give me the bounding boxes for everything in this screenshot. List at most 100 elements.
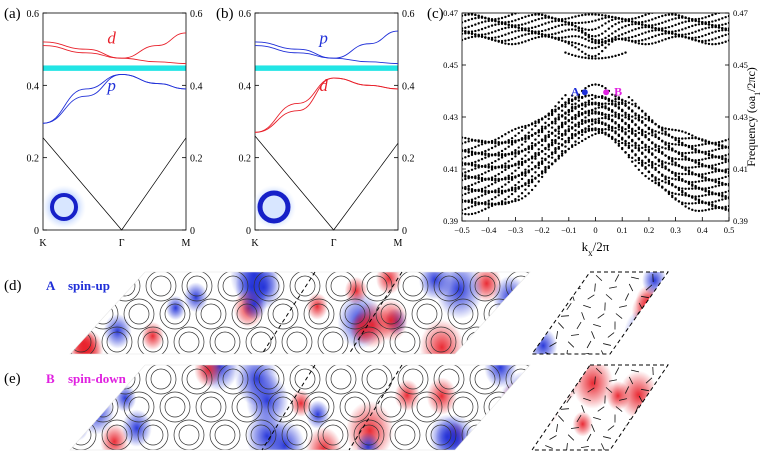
poynting-arrow: [594, 376, 596, 385]
poynting-arrow: [556, 330, 558, 340]
poynting-arrow: [605, 387, 613, 393]
y-tick-label: 0.41: [443, 164, 458, 174]
field-blob: [468, 334, 490, 354]
rod-outline: [330, 368, 352, 390]
rod-outline: [466, 331, 488, 353]
poynting-arrow: [560, 408, 570, 410]
poynting-arrow: [605, 294, 613, 300]
panel-b: (b) 0 0 0.2 0.2 0.4 0.4 0.6 0.6 K Γ Mp d: [216, 6, 415, 249]
field-blob: [70, 413, 89, 441]
poynting-arrow: [645, 377, 653, 384]
x-tick-label: 0.2: [644, 225, 655, 235]
band-gap: [255, 65, 398, 71]
x-tick-label: 0.4: [697, 225, 708, 235]
poynting-arrow: [615, 406, 623, 412]
field-blob: [356, 432, 380, 450]
y-tick-label: 0.6: [27, 9, 40, 20]
poynting-arrow: [524, 322, 526, 330]
rod-outline: [358, 331, 380, 353]
field-row-e-point: B: [46, 371, 55, 386]
x-tick-label: Γ: [119, 238, 125, 249]
rod-outline: [469, 272, 501, 302]
band-dots: [462, 13, 729, 216]
rod-outline: [447, 298, 479, 330]
rod-outline: [366, 275, 388, 297]
poynting-arrow: [557, 415, 565, 422]
rod-outline: [438, 275, 460, 297]
poynting-arrow: [625, 425, 633, 431]
band-line: [42, 74, 187, 124]
field-map-e: [70, 365, 530, 450]
rod-outline: [181, 272, 213, 302]
rod-outline: [178, 331, 200, 353]
field-blob: [426, 377, 457, 415]
band-label: p: [318, 29, 328, 48]
poynting-arrow: [631, 276, 639, 280]
poynting-arrow: [532, 406, 533, 412]
rod-outline: [389, 419, 421, 450]
poynting-arrow: [617, 444, 625, 450]
cell-boundary-line: [348, 271, 403, 355]
rod-outline: [231, 391, 263, 423]
poynting-arrow: [545, 404, 549, 414]
poynting-arrow: [624, 293, 630, 301]
poynting-arrow: [580, 352, 590, 354]
poynting-arrow: [539, 323, 547, 328]
poynting-arrow: [556, 377, 562, 384]
x-tick-label: K: [251, 238, 259, 249]
poynting-arrow: [533, 340, 537, 349]
poynting-arrow: [591, 331, 595, 339]
poynting-arrow: [576, 414, 582, 423]
rod-outline: [145, 365, 177, 395]
edge-point-label: B: [614, 84, 622, 98]
poynting-arrow: [535, 386, 539, 394]
rod-outline: [186, 368, 208, 390]
rod-outline: [142, 424, 164, 446]
rod-outline: [250, 331, 272, 353]
unit-cell-icon: [42, 185, 86, 229]
field-blob: [183, 282, 208, 313]
poynting-arrow: [532, 397, 537, 402]
rod-outline: [438, 368, 460, 390]
poynting-arrow: [535, 426, 543, 430]
panel-c-label: (c): [427, 6, 444, 22]
rod-outline: [294, 368, 316, 390]
field-blob: [234, 365, 279, 406]
field-blob: [532, 328, 558, 354]
y-tick-label: 0.4: [402, 81, 415, 92]
field-blob: [631, 292, 662, 330]
rod-outline: [488, 303, 510, 325]
plot-frame: [254, 12, 399, 231]
poynting-arrow: [557, 322, 565, 329]
rod-outline: [322, 331, 344, 353]
rod-outline: [101, 326, 133, 354]
field-blob: [641, 318, 668, 354]
y-tick-label: 0.4: [239, 81, 252, 92]
cell-boundary-line: [261, 271, 316, 355]
poynting-arrow: [593, 324, 601, 327]
field-blob: [305, 426, 342, 450]
rod-outline: [145, 272, 177, 302]
field-blob: [103, 313, 132, 349]
poynting-arrow: [628, 376, 634, 385]
poynting-arrow: [587, 387, 595, 393]
rod-outline: [361, 365, 393, 395]
rod-outline: [173, 419, 205, 450]
poynting-arrow: [511, 444, 516, 450]
poynting-arrow: [600, 350, 606, 354]
rod-outline: [402, 275, 424, 297]
field-row-d-point: A: [46, 278, 56, 293]
poynting-arrow: [600, 443, 606, 450]
rod-outline: [200, 396, 222, 418]
poynting-arrow: [597, 406, 605, 412]
poynting-arrow: [580, 445, 590, 449]
rod-outline: [358, 424, 380, 446]
x-tick-label: −0.2: [534, 225, 549, 235]
field-blob: [353, 302, 391, 349]
poynting-arrow: [556, 284, 562, 291]
rod-outline: [214, 331, 236, 353]
rod-outline: [433, 365, 465, 395]
field-blob: [532, 376, 561, 429]
rod-outline: [361, 272, 393, 302]
field-blob: [306, 293, 328, 320]
